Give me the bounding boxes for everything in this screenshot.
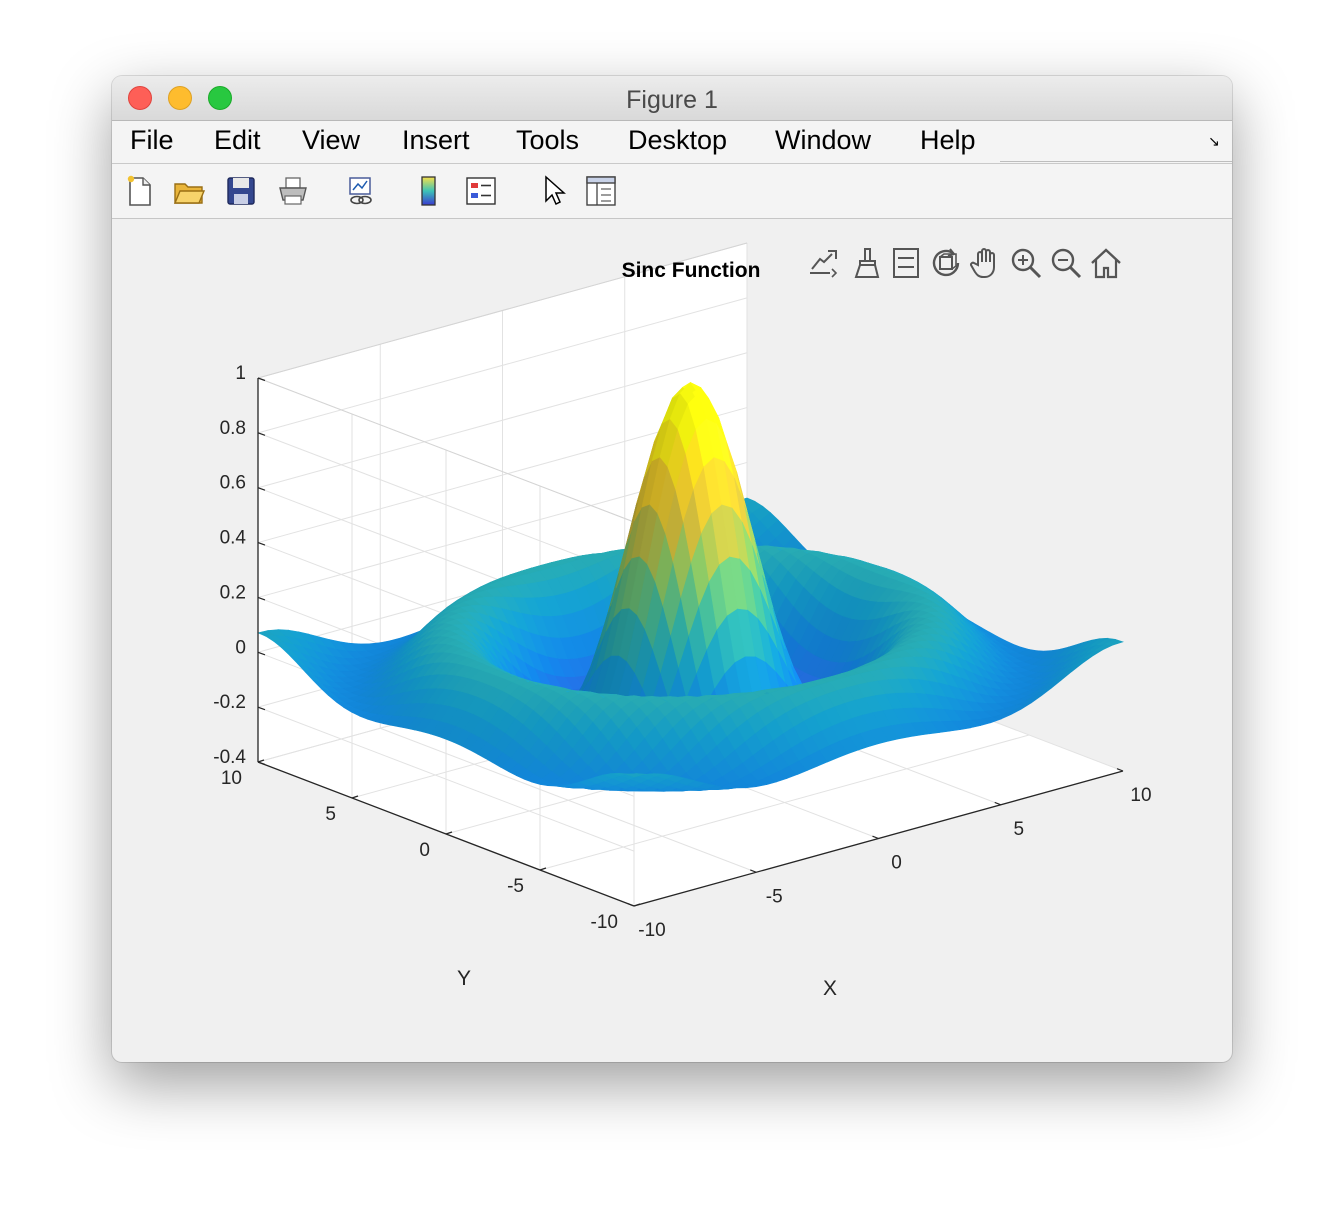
save-icon[interactable] bbox=[224, 174, 258, 208]
maximize-window-button[interactable] bbox=[208, 86, 232, 110]
dock-figure-icon[interactable]: ↘ bbox=[1208, 133, 1220, 149]
menu-window[interactable]: Window bbox=[775, 125, 872, 155]
brush-icon[interactable] bbox=[848, 245, 884, 281]
figure-toolbar bbox=[112, 164, 1232, 219]
new-figure-icon[interactable] bbox=[122, 174, 156, 208]
menu-view[interactable]: View bbox=[302, 125, 361, 155]
y-tick-label: 5 bbox=[325, 804, 336, 825]
close-window-button[interactable] bbox=[128, 86, 152, 110]
x-tick-label: 0 bbox=[891, 853, 902, 874]
z-tick-label: 0.6 bbox=[220, 473, 246, 494]
x-tick-label: -10 bbox=[638, 920, 665, 941]
pan-icon[interactable] bbox=[968, 245, 1004, 281]
window-title: Figure 1 bbox=[626, 86, 718, 114]
grid-line bbox=[257, 706, 635, 852]
y-tick-label: -5 bbox=[507, 876, 524, 897]
box-edge bbox=[257, 377, 635, 523]
zoom-in-icon[interactable] bbox=[1008, 245, 1044, 281]
box-edge bbox=[257, 242, 748, 379]
colorbar-icon[interactable] bbox=[412, 174, 446, 208]
menu-insert[interactable]: Insert bbox=[402, 125, 470, 155]
grid-line bbox=[257, 297, 748, 434]
rotate-3d-icon[interactable] bbox=[928, 245, 964, 281]
z-tick-label: 0.8 bbox=[220, 418, 246, 439]
plot-title: Sinc Function bbox=[622, 259, 761, 282]
z-tick-label: 0.4 bbox=[220, 528, 247, 549]
x-axis-label: X bbox=[823, 977, 837, 1000]
figure-window: Figure 1 File Edit View Insert Tools Des… bbox=[112, 76, 1232, 1062]
link-plot-icon[interactable] bbox=[344, 174, 378, 208]
menu-desktop[interactable]: Desktop bbox=[628, 125, 728, 155]
property-inspector-icon[interactable] bbox=[584, 174, 618, 208]
menu-edit[interactable]: Edit bbox=[214, 125, 261, 155]
minimize-window-button[interactable] bbox=[168, 86, 192, 110]
x-tick-label: 5 bbox=[1013, 819, 1024, 840]
zoom-out-icon[interactable] bbox=[1048, 245, 1084, 281]
z-tick-label: 0 bbox=[235, 637, 246, 658]
z-tick-label: -0.4 bbox=[213, 747, 246, 768]
menu-help[interactable]: Help bbox=[920, 125, 976, 155]
grid-line bbox=[257, 432, 635, 578]
y-tick-label: 0 bbox=[419, 840, 430, 861]
y-tick-label: 10 bbox=[221, 768, 242, 789]
surface-plot[interactable]: -10-50510-10-50510-0.4-0.200.20.40.60.81… bbox=[112, 219, 1232, 1062]
x-tick-label: 10 bbox=[1130, 785, 1151, 806]
grid-line bbox=[539, 734, 1030, 871]
open-file-icon[interactable] bbox=[172, 174, 206, 208]
menu-divider bbox=[1000, 161, 1232, 162]
z-tick-label: 1 bbox=[235, 363, 246, 384]
title-bar[interactable]: Figure 1 bbox=[112, 76, 1232, 121]
pointer-icon[interactable] bbox=[536, 174, 570, 208]
z-tick-label: 0.2 bbox=[220, 582, 246, 603]
grid-line bbox=[257, 352, 748, 489]
y-tick-label: -10 bbox=[591, 912, 618, 933]
menu-tools[interactable]: Tools bbox=[516, 125, 580, 155]
legend-icon[interactable] bbox=[464, 174, 498, 208]
home-icon[interactable] bbox=[1088, 245, 1124, 281]
sinc-surface bbox=[257, 382, 1124, 792]
menu-file[interactable]: File bbox=[130, 125, 174, 155]
axes-area[interactable]: -10 -5 0 5 10 -10 -5 0 5 10 -0.4 -0.2 0 0.2 0.4 0.6 0.8 1… bbox=[112, 219, 1232, 1062]
z-tick-label: -0.2 bbox=[213, 692, 246, 713]
data-tips-icon[interactable] bbox=[888, 245, 924, 281]
x-tick-label: -5 bbox=[766, 886, 783, 907]
print-icon[interactable] bbox=[276, 174, 310, 208]
y-axis-label: Y bbox=[457, 967, 471, 990]
menu-bar: File Edit View Insert Tools Desktop Wind… bbox=[112, 121, 1232, 164]
export-icon[interactable] bbox=[806, 245, 842, 281]
